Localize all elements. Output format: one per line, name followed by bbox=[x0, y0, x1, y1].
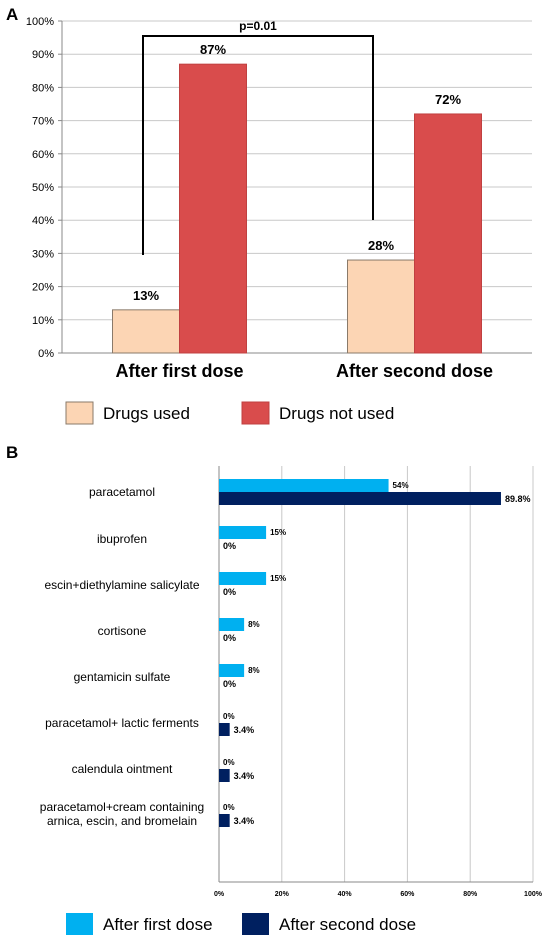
x-tick-label: 0% bbox=[214, 891, 225, 898]
significance-bracket: p=0.01 bbox=[142, 19, 374, 255]
y-tick-label: 50% bbox=[32, 182, 54, 194]
panel-a-bars bbox=[112, 63, 482, 354]
panel-b-category-labels: paracetamol ibuprofen escin+diethylamine s… bbox=[40, 485, 204, 828]
x-tick-label: 80% bbox=[463, 891, 478, 898]
panel-b-label: B bbox=[6, 443, 18, 462]
data-label: 15% bbox=[270, 528, 286, 537]
y-tick-label: 0% bbox=[38, 348, 54, 360]
significance-label: p=0.01 bbox=[239, 19, 277, 33]
data-label: 54% bbox=[393, 481, 409, 490]
category-label: cortisone bbox=[98, 624, 147, 638]
data-label: 0% bbox=[223, 541, 236, 551]
category-label: calendula ointment bbox=[72, 762, 173, 776]
y-tick-label: 10% bbox=[32, 315, 54, 327]
legend-swatch-after-second-dose bbox=[242, 913, 269, 935]
panel-a-label: A bbox=[6, 5, 18, 24]
data-label: 8% bbox=[248, 666, 260, 675]
significance-bracket-line bbox=[142, 35, 374, 255]
category-label: gentamicin sulfate bbox=[74, 670, 171, 684]
data-label: 72% bbox=[435, 92, 461, 107]
y-tick-label: 60% bbox=[32, 149, 54, 161]
category-label: paracetamol+ lactic ferments bbox=[45, 716, 199, 730]
data-label: 28% bbox=[368, 238, 394, 253]
panel-a-x-axis: After first dose After second dose bbox=[115, 361, 493, 381]
legend-label: After first dose bbox=[103, 915, 213, 934]
x-tick-label: 60% bbox=[400, 891, 415, 898]
category-label: paracetamol+cream containing arnica, esci… bbox=[40, 800, 204, 828]
bar-after-second-dose bbox=[219, 814, 230, 827]
panel-a-y-axis: 0% 10% 20% 30% 40% 50% 60% 70% 80% 90% 100% bbox=[26, 16, 62, 360]
data-label: 87% bbox=[200, 42, 226, 57]
x-category-label: After second dose bbox=[336, 361, 493, 381]
data-label: 0% bbox=[223, 587, 236, 597]
x-tick-label: 40% bbox=[338, 891, 353, 898]
x-tick-label: 100% bbox=[524, 891, 543, 898]
data-label: 3.4% bbox=[234, 771, 255, 781]
legend-label: Drugs used bbox=[103, 404, 190, 423]
category-label: paracetamol bbox=[89, 485, 155, 499]
bar-after-first-dose bbox=[219, 526, 267, 539]
bar-after-second-dose bbox=[219, 723, 230, 736]
bar-after-second-dose bbox=[219, 492, 501, 505]
category-label-line: paracetamol+cream containing bbox=[40, 800, 204, 814]
data-label: 0% bbox=[223, 758, 235, 767]
bar-after-first-dose bbox=[219, 664, 245, 677]
data-label: 0% bbox=[223, 712, 235, 721]
category-label-line: arnica, escin, and bromelain bbox=[47, 814, 197, 828]
y-tick-label: 90% bbox=[32, 49, 54, 61]
x-category-label: After first dose bbox=[115, 361, 243, 381]
data-label: 89.8% bbox=[505, 494, 531, 504]
data-label: 13% bbox=[133, 288, 159, 303]
bar-after-first-dose bbox=[219, 572, 267, 585]
category-label: ibuprofen bbox=[97, 532, 147, 546]
data-label: 3.4% bbox=[234, 816, 255, 826]
bar-drugs-used bbox=[347, 259, 415, 354]
panel-b-bars bbox=[219, 479, 501, 827]
data-label: 3.4% bbox=[234, 725, 255, 735]
y-tick-label: 100% bbox=[26, 16, 54, 28]
panel-b-data-labels: 54% 89.8% 15% 0% 15% 0% 8% 0% 8% 0% 0% 3.4% 0% 3.4% 0%… bbox=[223, 481, 531, 826]
data-label: 0% bbox=[223, 679, 236, 689]
legend-swatch-drugs-not-used bbox=[241, 401, 270, 425]
bar-after-first-dose bbox=[219, 479, 389, 492]
y-tick-label: 40% bbox=[32, 215, 54, 227]
data-label: 0% bbox=[223, 633, 236, 643]
panel-a-legend: Drugs used Drugs not used bbox=[65, 401, 394, 425]
panel-b-x-axis: 0% 20% 40% 60% 80% 100% bbox=[214, 891, 543, 898]
bar-drugs-not-used bbox=[179, 63, 247, 354]
bar-after-first-dose bbox=[219, 618, 245, 631]
bar-drugs-used bbox=[112, 309, 180, 354]
y-tick-label: 80% bbox=[32, 82, 54, 94]
y-tick-label: 20% bbox=[32, 282, 54, 294]
bar-drugs-not-used bbox=[414, 113, 482, 354]
data-label: 15% bbox=[270, 574, 286, 583]
legend-label: After second dose bbox=[279, 915, 416, 934]
category-label: escin+diethylamine salicylate bbox=[44, 578, 199, 592]
y-tick-label: 70% bbox=[32, 116, 54, 128]
legend-label: Drugs not used bbox=[279, 404, 394, 423]
bar-after-second-dose bbox=[219, 769, 230, 782]
legend-swatch-after-first-dose bbox=[66, 913, 93, 935]
x-tick-label: 20% bbox=[275, 891, 290, 898]
panel-a-data-labels: 13% 87% 28% 72% bbox=[133, 42, 461, 303]
y-tick-label: 30% bbox=[32, 248, 54, 260]
panel-b-legend: After first dose After second dose bbox=[66, 913, 416, 935]
data-label: 0% bbox=[223, 803, 235, 812]
data-label: 8% bbox=[248, 620, 260, 629]
legend-swatch-drugs-used bbox=[65, 401, 94, 425]
